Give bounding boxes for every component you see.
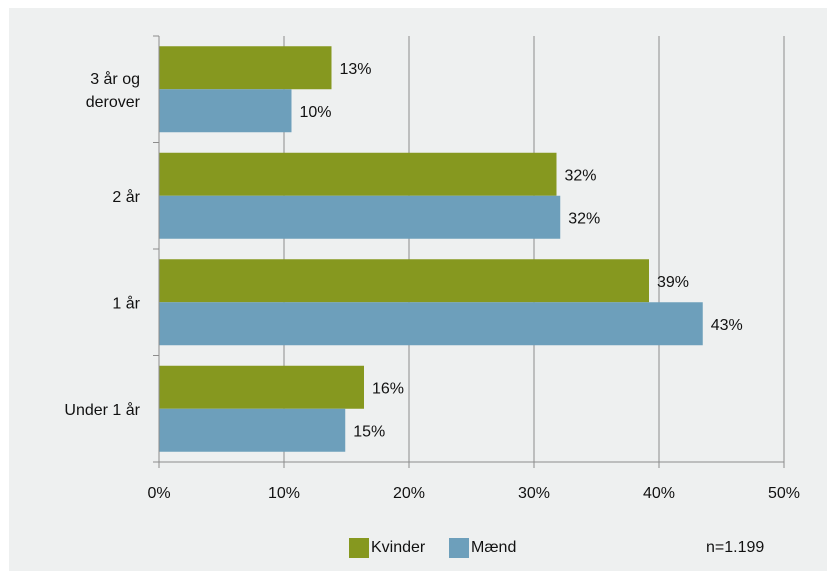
category-label-line: 3 år og [90, 70, 140, 88]
bar-kvinder-3-aar-og-derover [159, 46, 332, 90]
category-label-line: 2 år [112, 188, 140, 206]
legend-item-kvinder: Kvinder [349, 538, 425, 558]
bar-kvinder-under-1-aar [159, 365, 364, 409]
category-label-2-aar: 2 år [112, 188, 140, 206]
legend-swatch-kvinder [349, 538, 369, 558]
category-label-line: 1 år [112, 294, 140, 312]
legend-item-maend: Mænd [449, 538, 516, 558]
x-tick-label-50: 50% [768, 485, 800, 502]
bar-maend-1-aar [159, 302, 703, 346]
x-tick-label-10: 10% [268, 485, 300, 502]
data-label-kvinder-under-1-aar: 16% [372, 380, 404, 397]
category-label-line: derover [86, 94, 141, 111]
data-label-kvinder-1-aar: 39% [657, 274, 689, 291]
category-label-line: Under 1 år [64, 401, 140, 419]
data-label-kvinder-3-aar-og-derover: 13% [340, 61, 372, 78]
data-label-maend-2-aar: 32% [568, 210, 600, 227]
data-label-kvinder-2-aar: 32% [565, 167, 597, 184]
bar-maend-2-aar [159, 195, 561, 239]
x-tick-label-0: 0% [147, 485, 170, 502]
bar-maend-3-aar-og-derover [159, 89, 292, 133]
category-label-1-aar: 1 år [112, 294, 140, 312]
bar-kvinder-2-aar [159, 152, 557, 196]
legend-label-maend: Mænd [471, 539, 517, 556]
x-tick-label-20: 20% [393, 485, 425, 502]
legend-label-kvinder: Kvinder [371, 539, 426, 556]
bar-maend-under-1-aar [159, 408, 346, 452]
legend-swatch-maend [449, 538, 469, 558]
category-label-under-1-aar: Under 1 år [64, 401, 140, 419]
category-label-3-aar-og-derover: 3 år og derover [86, 70, 141, 111]
x-tick-label-30: 30% [518, 485, 550, 502]
bar-kvinder-1-aar [159, 259, 649, 303]
data-label-maend-1-aar: 43% [711, 317, 743, 334]
data-label-maend-under-1-aar: 15% [353, 423, 385, 440]
x-tick-label-40: 40% [643, 485, 675, 502]
data-label-maend-3-aar-og-derover: 10% [300, 104, 332, 121]
sample-size-note: n=1.199 [706, 539, 765, 556]
